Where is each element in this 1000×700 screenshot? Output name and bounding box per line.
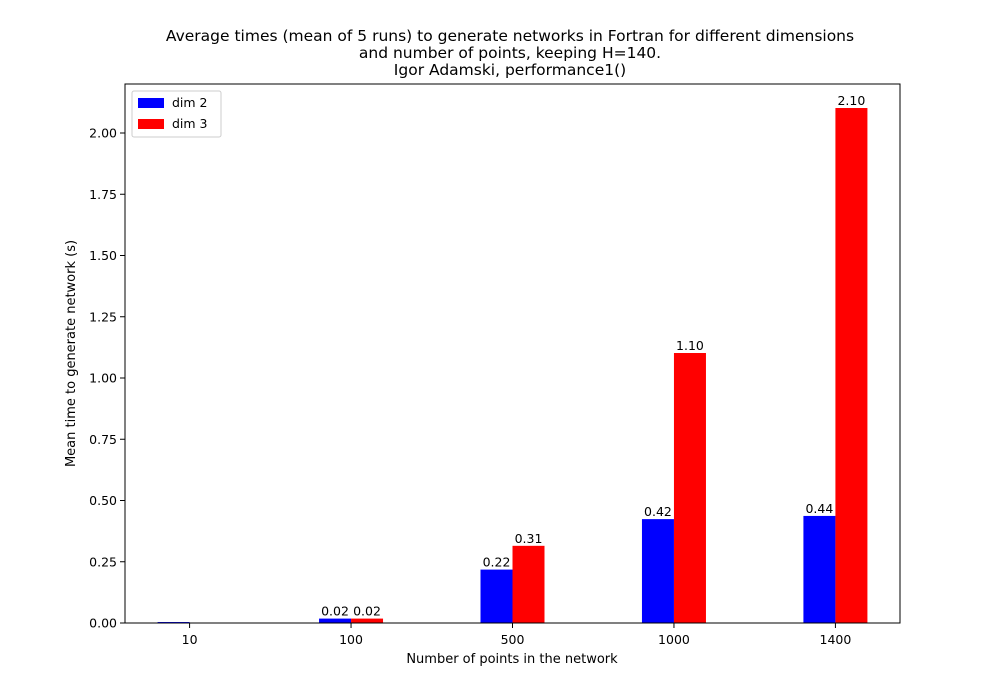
y-axis-label: Mean time to generate network (s) (64, 240, 79, 467)
bar-dim-3-500 (512, 545, 545, 623)
data-label-dim-3-100: 0.02 (353, 604, 381, 619)
data-label-dim-3-500: 0.31 (515, 531, 543, 546)
data-label-dim-3-1000: 1.10 (676, 338, 704, 353)
bar-dim-3-1400 (835, 108, 868, 623)
x-tick-label: 1400 (820, 632, 852, 647)
y-tick-label: 2.00 (89, 126, 117, 141)
bar-dim-2-500 (480, 569, 513, 623)
y-tick-label: 1.25 (89, 309, 117, 324)
bar-dim-2-1000 (641, 519, 674, 623)
y-tick-label: 0.25 (89, 554, 117, 569)
x-tick-label: 500 (501, 632, 525, 647)
bar-dim-3-1000 (673, 353, 706, 623)
data-label-dim-2-100: 0.02 (321, 604, 349, 619)
y-tick-label: 1.75 (89, 187, 117, 202)
bar-dim-2-100 (319, 618, 352, 623)
x-tick-label: 10 (182, 632, 198, 647)
title-line-3: Igor Adamski, performance1() (394, 61, 626, 79)
y-axis: 0.00 0.25 0.50 0.75 1.00 1.25 1.50 1.75 2.00 (89, 126, 125, 631)
data-label-dim-2-1000: 0.42 (644, 504, 672, 519)
chart-title: Average times (mean of 5 runs) to genera… (166, 27, 854, 79)
legend-label-dim-2: dim 2 (172, 95, 208, 110)
x-tick-label: 100 (339, 632, 363, 647)
data-label-dim-2-1400: 0.44 (805, 501, 833, 516)
y-tick-label: 0.75 (89, 432, 117, 447)
bar-dim-3-100 (351, 618, 384, 623)
legend: dim 2 dim 3 (131, 90, 222, 138)
y-tick-label: 1.50 (89, 248, 117, 263)
legend-swatch-dim-2 (138, 98, 164, 108)
x-axis: 10 100 500 1000 1400 (182, 623, 852, 647)
y-tick-label: 0.00 (89, 616, 117, 631)
title-line-1: Average times (mean of 5 runs) to genera… (166, 27, 854, 45)
bar-dim-2-1400 (803, 515, 836, 623)
data-label-dim-3-1400: 2.10 (837, 93, 865, 108)
legend-label-dim-3: dim 3 (172, 116, 208, 131)
x-axis-label: Number of points in the network (406, 652, 618, 667)
bars (157, 108, 868, 623)
y-tick-label: 1.00 (89, 371, 117, 386)
x-tick-label: 1000 (658, 632, 690, 647)
title-line-2: and number of points, keeping H=140. (359, 44, 661, 62)
data-label-dim-2-500: 0.22 (483, 555, 511, 570)
y-tick-label: 0.50 (89, 493, 117, 508)
legend-swatch-dim-3 (138, 119, 164, 129)
data-labels: 0.02 0.22 0.42 0.44 0.02 0.31 1.10 2.10 (321, 93, 865, 619)
